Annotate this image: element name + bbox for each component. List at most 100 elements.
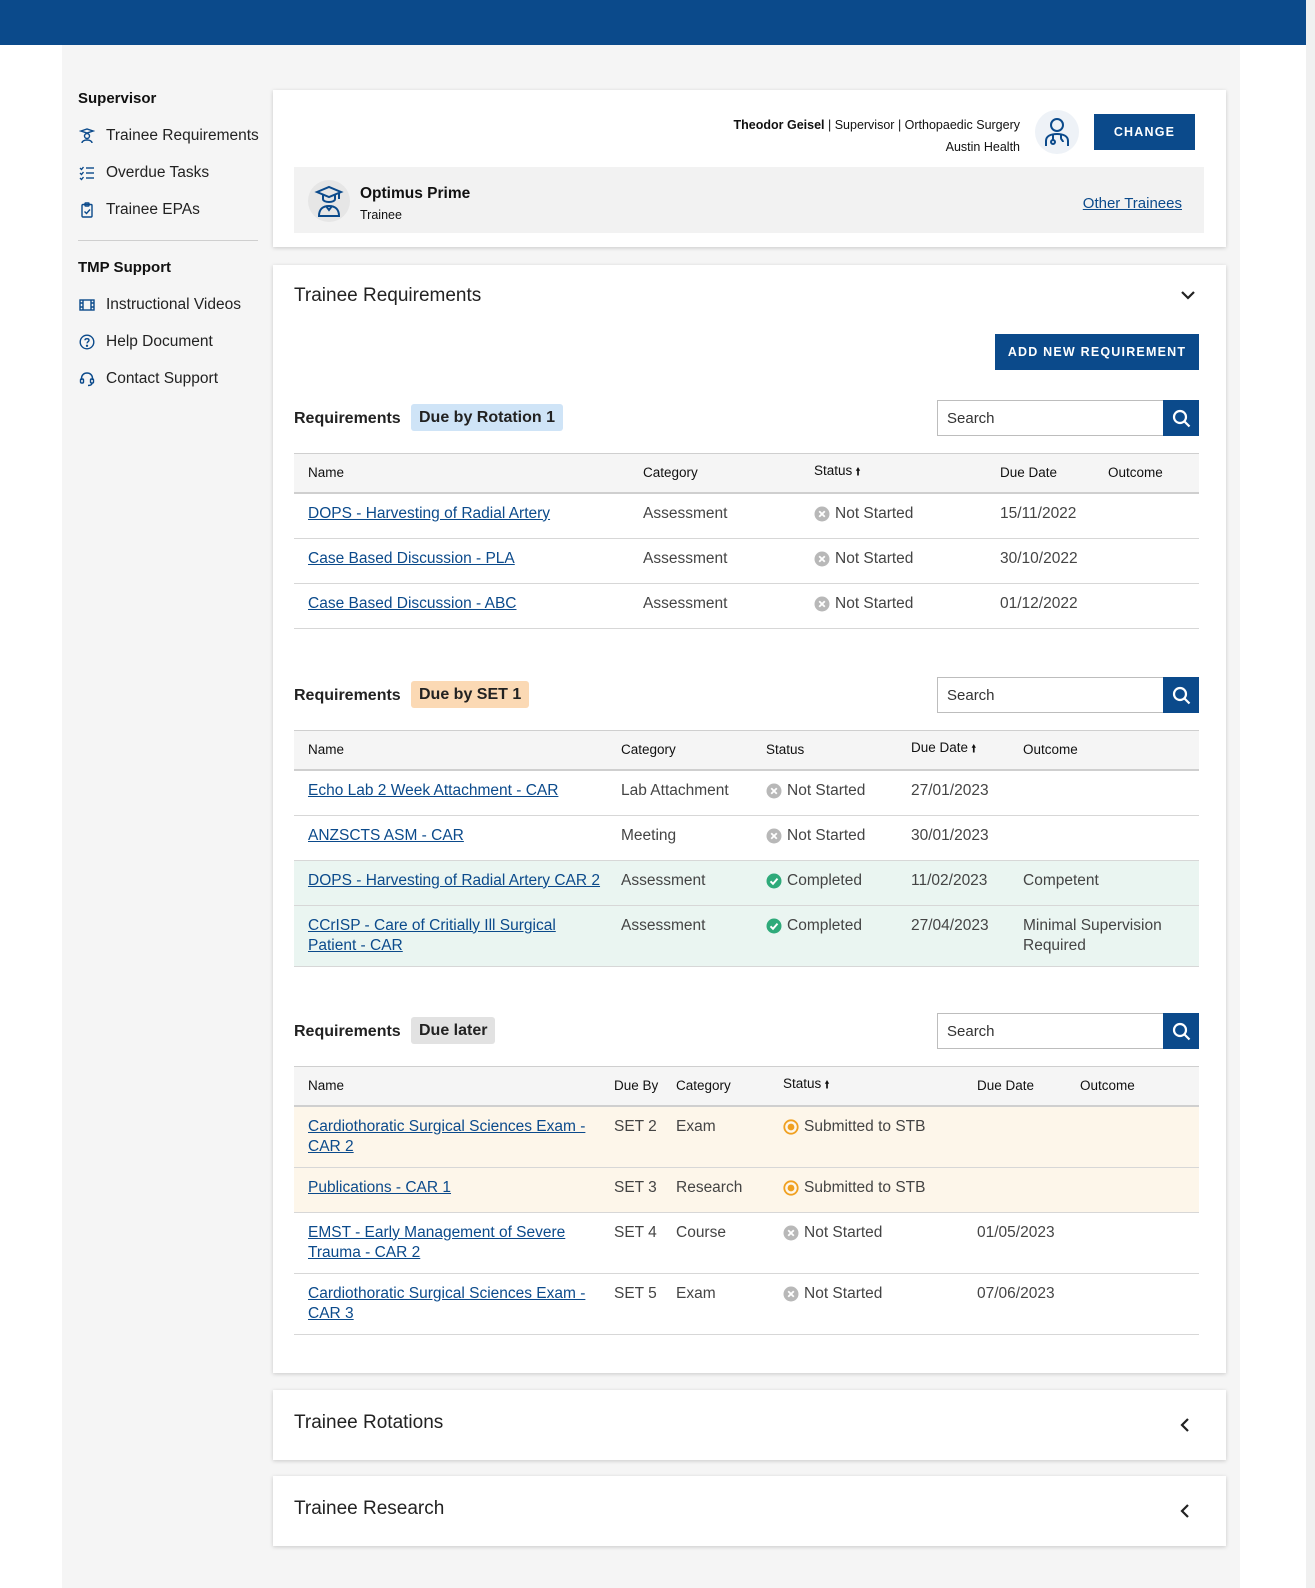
requirement-link[interactable]: Case Based Discussion - PLA: [308, 549, 515, 567]
due-badge: Due later: [411, 1017, 496, 1044]
due-date-cell: [963, 1167, 1066, 1213]
table-row: Echo Lab 2 Week Attachment - CAR Lab Att…: [294, 769, 1199, 816]
column-header-status[interactable]: Status 🠙: [769, 1066, 963, 1107]
column-header-name[interactable]: Name: [294, 453, 629, 494]
sidebar-item-trainee-requirements[interactable]: Trainee Requirements: [78, 117, 260, 154]
not-started-icon: [814, 506, 830, 522]
column-header-status[interactable]: Status: [752, 730, 897, 771]
scrollbar[interactable]: [1306, 0, 1315, 1588]
due-date-cell: 11/02/2023: [897, 860, 1009, 906]
table-row: ANZSCTS ASM - CAR Meeting Not Started 30…: [294, 815, 1199, 861]
chevron-down-icon[interactable]: [1179, 286, 1197, 304]
status-cell: Not Started: [769, 1212, 963, 1274]
column-header-status[interactable]: Status 🠙: [800, 453, 986, 494]
due-by-cell: SET 5: [600, 1273, 662, 1335]
due-date-cell: 27/01/2023: [897, 769, 1009, 816]
search-input[interactable]: [937, 677, 1163, 713]
column-header-outcome[interactable]: Outcome: [1066, 1066, 1199, 1107]
due-date-cell: 15/11/2022: [986, 492, 1094, 539]
requirement-link[interactable]: CCrISP - Care of Critially Ill Surgical …: [308, 916, 556, 954]
requirement-link[interactable]: Case Based Discussion - ABC: [308, 594, 517, 612]
requirement-link[interactable]: ANZSCTS ASM - CAR: [308, 826, 464, 844]
due-date-cell: 01/12/2022: [986, 583, 1094, 629]
outcome-cell: [1066, 1105, 1199, 1168]
add-new-requirement-button[interactable]: ADD NEW REQUIREMENT: [995, 334, 1199, 370]
outcome-cell: [1094, 583, 1199, 629]
column-header-category[interactable]: Category: [629, 453, 800, 494]
search-input[interactable]: [937, 1013, 1163, 1049]
trainee-name: Optimus Prime: [360, 185, 471, 202]
trainee-research-card[interactable]: Trainee Research: [273, 1476, 1226, 1546]
other-trainees-link[interactable]: Other Trainees: [1082, 195, 1182, 212]
sidebar-item-trainee-epas[interactable]: Trainee EPAs: [78, 191, 260, 228]
column-header-category[interactable]: Category: [662, 1066, 769, 1107]
column-header-due-date[interactable]: Due Date 🠙: [897, 730, 1009, 771]
column-header-name[interactable]: Name: [294, 1066, 600, 1107]
chevron-left-icon[interactable]: [1175, 1502, 1193, 1520]
column-header-outcome[interactable]: Outcome: [1009, 730, 1199, 771]
sidebar-item-overdue-tasks[interactable]: Overdue Tasks: [78, 154, 260, 191]
search-input[interactable]: [937, 400, 1163, 436]
column-header-due-by[interactable]: Due By: [600, 1066, 662, 1107]
user-role: | Supervisor: [827, 118, 895, 132]
status-cell: Submitted to STB: [769, 1105, 963, 1168]
column-header-outcome[interactable]: Outcome: [1094, 453, 1199, 494]
search-button[interactable]: [1163, 1013, 1199, 1049]
sidebar-item-contact-support[interactable]: Contact Support: [78, 360, 260, 397]
user-header-card: Theodor Geisel | Supervisor | Orthopaedi…: [273, 90, 1226, 247]
column-header-due-date[interactable]: Due Date: [986, 453, 1094, 494]
headset-icon: [78, 370, 96, 388]
help-icon: [78, 333, 96, 351]
status-cell: Completed: [752, 905, 897, 967]
section-title: Trainee Rotations: [294, 1412, 444, 1433]
category-cell: Assessment: [607, 905, 752, 967]
trainee-requirements-icon: [78, 127, 96, 145]
status-cell: Not Started: [800, 492, 986, 539]
top-bar: [0, 0, 1306, 45]
column-header-due-date[interactable]: Due Date: [963, 1066, 1066, 1107]
search-icon: [1172, 686, 1190, 704]
table-row: Cardiothoratic Surgical Sciences Exam - …: [294, 1273, 1199, 1335]
pending-clock-icon: [783, 1179, 799, 1196]
due-badge: Due by Rotation 1: [411, 404, 564, 431]
requirement-link[interactable]: Echo Lab 2 Week Attachment - CAR: [308, 781, 559, 799]
chevron-left-icon[interactable]: [1175, 1416, 1193, 1434]
requirement-link[interactable]: DOPS - Harvesting of Radial Artery: [308, 504, 551, 522]
outcome-cell: Minimal Supervision Required: [1009, 905, 1199, 967]
trainee-graduate-icon: [308, 180, 350, 222]
requirement-link[interactable]: Publications - CAR 1: [308, 1178, 452, 1196]
current-user-info: Theodor Geisel | Supervisor | Orthopaedi…: [734, 114, 1021, 158]
requirements-label: Requirements: [294, 1023, 401, 1040]
trainee-requirements-card: Trainee Requirements ADD NEW REQUIREMENT…: [273, 265, 1226, 1373]
requirement-link[interactable]: Cardiothoratic Surgical Sciences Exam - …: [308, 1117, 586, 1155]
outcome-cell: [1094, 492, 1199, 539]
not-started-icon: [783, 1225, 799, 1241]
due-by-cell: SET 3: [600, 1167, 662, 1213]
due-by-cell: SET 2: [600, 1105, 662, 1168]
due-date-cell: 07/06/2023: [963, 1273, 1066, 1335]
not-started-icon: [814, 551, 830, 567]
requirements-label: Requirements: [294, 687, 401, 704]
sidebar-item-help-document[interactable]: Help Document: [78, 323, 260, 360]
column-header-name[interactable]: Name: [294, 730, 607, 771]
table-row: CCrISP - Care of Critially Ill Surgical …: [294, 905, 1199, 967]
sidebar-item-instructional-videos[interactable]: Instructional Videos: [78, 286, 260, 323]
due-date-cell: 30/01/2023: [897, 815, 1009, 861]
requirement-link[interactable]: Cardiothoratic Surgical Sciences Exam - …: [308, 1284, 586, 1322]
sidebar-item-label: Trainee Requirements: [106, 126, 259, 144]
search-button[interactable]: [1163, 677, 1199, 713]
search-button[interactable]: [1163, 400, 1199, 436]
trainee-rotations-card[interactable]: Trainee Rotations: [273, 1390, 1226, 1460]
requirement-link[interactable]: DOPS - Harvesting of Radial Artery CAR 2: [308, 871, 601, 889]
outcome-cell: [1009, 815, 1199, 861]
check-circle-icon: [766, 873, 782, 889]
requirement-link[interactable]: EMST - Early Management of Severe Trauma…: [308, 1223, 566, 1261]
due-badge: Due by SET 1: [411, 681, 530, 708]
sidebar-item-label: Instructional Videos: [106, 295, 241, 313]
column-header-category[interactable]: Category: [607, 730, 752, 771]
section-title: Trainee Requirements: [294, 285, 482, 306]
sidebar-heading-supervisor: Supervisor: [78, 90, 157, 107]
table-row: Case Based Discussion - PLA Assessment N…: [294, 538, 1199, 584]
change-button[interactable]: CHANGE: [1094, 114, 1195, 150]
requirements-table: Name Due By Category Status 🠙 Due Date Ou…: [294, 1066, 1199, 1335]
